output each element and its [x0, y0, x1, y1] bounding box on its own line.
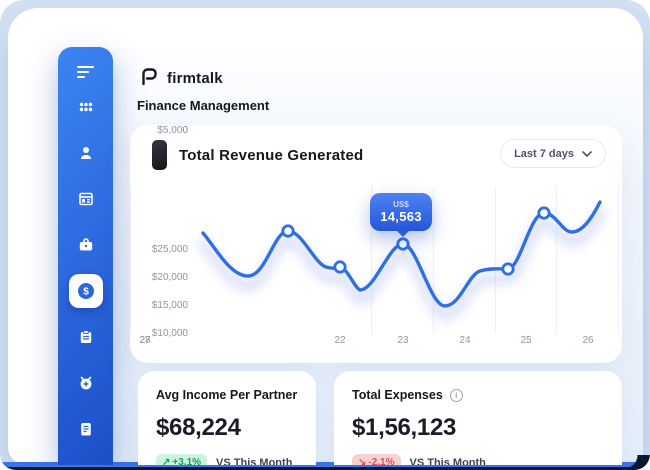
firmtalk-logo-icon [137, 65, 159, 92]
revenue-card-header: Total Revenue Generated [152, 140, 363, 170]
y-axis-tick: $20,000 [151, 272, 188, 283]
chart-tooltip: US$ 14,563 [370, 193, 432, 237]
document-icon [77, 420, 95, 438]
apps-grid-icon [77, 98, 95, 116]
sidebar-item-dashboard[interactable] [69, 90, 103, 124]
avg-income-card: Avg Income Per Partner $68,224 ↗ +3.1% V… [138, 371, 316, 465]
gridline [495, 187, 496, 333]
delta-value: -2.1% [368, 457, 395, 465]
briefcase-icon [77, 236, 95, 254]
total-expenses-card: Total Expenses i $1,56,123 ↘ -2.1% VS Th… [334, 371, 622, 465]
trend-up-arrow-icon: ↗ [162, 457, 171, 465]
dollar-coin-icon: $ [76, 281, 96, 301]
total-revenue-card: Total Revenue Generated Last 7 days $25,… [130, 125, 622, 363]
gridline [556, 187, 557, 333]
delta-badge-up: ↗ +3.1% [156, 454, 208, 465]
compare-label: VS This Month [409, 456, 486, 466]
x-axis-tick: 25 [520, 335, 532, 346]
gridline [371, 187, 372, 333]
date-range-dropdown[interactable]: Last 7 days [500, 139, 606, 168]
stat-footer: ↘ -2.1% VS This Month [352, 454, 604, 465]
sidebar-item-team[interactable] [69, 458, 103, 465]
x-axis-tick: 23 [397, 335, 409, 346]
data-point-markers [281, 206, 551, 276]
brand-name: firmtalk [167, 70, 223, 87]
sidebar-item-reports[interactable] [69, 412, 103, 446]
clipboard-icon [77, 328, 95, 346]
gridline [433, 187, 434, 333]
tooltip-currency: US$ [393, 200, 409, 209]
browser-window-icon [77, 190, 95, 208]
x-axis-tick: 24 [459, 335, 471, 346]
chevron-down-icon [582, 148, 592, 160]
info-icon[interactable]: i [449, 388, 463, 402]
x-axis-tick: 27 [139, 335, 151, 346]
frame-bottom-right-corner [624, 455, 650, 470]
sidebar-item-finance[interactable]: $ [68, 274, 103, 308]
sidebar-item-profile[interactable] [69, 136, 103, 170]
gridline [618, 187, 619, 333]
sidebar-nav-list: $ [68, 90, 103, 465]
y-axis-tick: $5,000 [157, 125, 188, 136]
trend-down-arrow-icon: ↘ [358, 457, 367, 465]
y-axis-tick: 0 [182, 125, 188, 136]
date-range-label: Last 7 days [514, 147, 574, 160]
x-axis-tick: 22 [334, 335, 346, 346]
y-axis-tick: $15,000 [151, 300, 188, 311]
revenue-line-chart [198, 200, 605, 321]
stat-value: $1,56,123 [352, 414, 457, 441]
y-axis-tick: $25,000 [151, 244, 188, 255]
frame-bottom-accent [0, 462, 650, 467]
sidebar: $ [58, 47, 113, 465]
svg-text:$: $ [83, 287, 89, 298]
sidebar-item-reminders[interactable] [69, 366, 103, 400]
stat-value: $68,224 [156, 414, 241, 441]
delta-value: +3.1% [172, 457, 202, 465]
delta-badge-down: ↘ -2.1% [352, 454, 401, 465]
y-axis-tick: $10,000 [151, 328, 188, 339]
stat-footer: ↗ +3.1% VS This Month [156, 454, 298, 465]
alarm-clock-icon [77, 374, 95, 392]
gridline [130, 187, 131, 333]
line-glow [198, 207, 605, 321]
sidebar-item-news[interactable] [69, 182, 103, 216]
stat-title: Avg Income Per Partner [156, 388, 298, 402]
stat-title-text: Total Expenses [352, 388, 443, 402]
x-axis-tick: 26 [582, 335, 594, 346]
compare-label: VS This Month [216, 456, 293, 466]
tooltip-value: 14,563 [380, 209, 422, 224]
x-axis-tick: 28 [139, 335, 151, 346]
sidebar-item-tasks[interactable] [69, 320, 103, 354]
brand-logo: firmtalk [137, 65, 223, 92]
stat-title: Total Expenses i [352, 388, 604, 402]
revenue-card-title: Total Revenue Generated [179, 146, 364, 164]
page-title: Finance Management [137, 98, 270, 113]
app-window: $ [8, 8, 643, 465]
user-icon [77, 144, 95, 162]
sidebar-item-work[interactable] [69, 228, 103, 262]
tooltip-pointer [397, 231, 409, 237]
card-marker-icon [152, 140, 167, 170]
